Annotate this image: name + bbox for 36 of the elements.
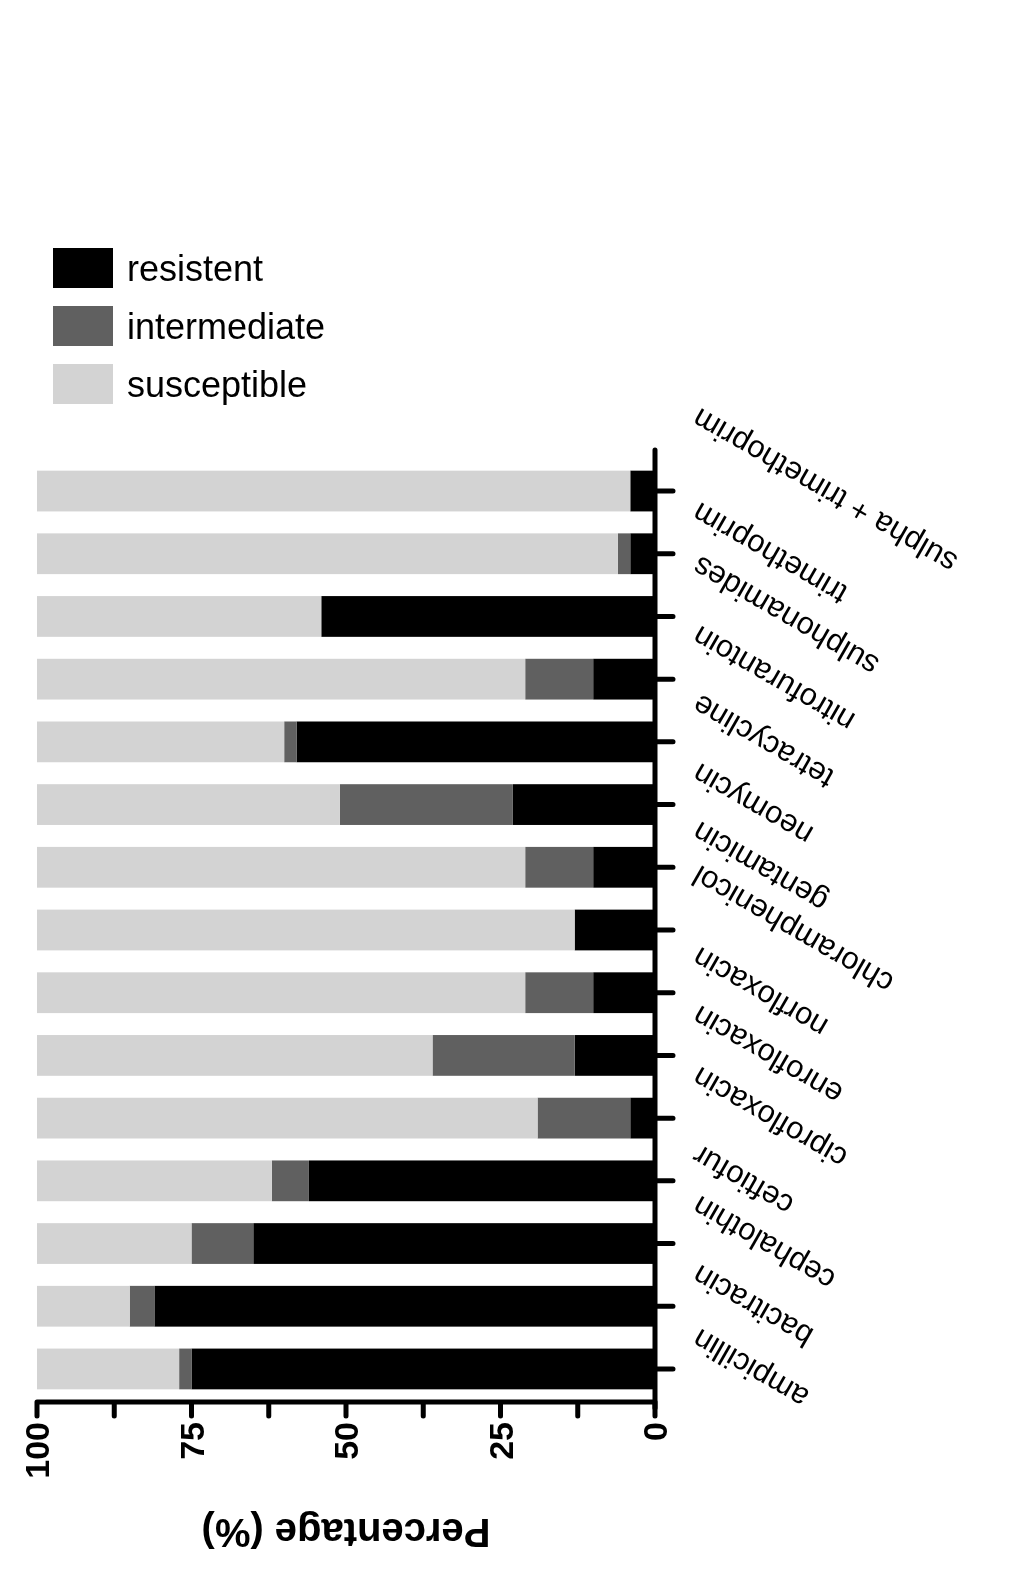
bar bbox=[129, 1285, 155, 1327]
x-tick-label: 100 bbox=[18, 1422, 56, 1479]
x-axis-title: Percentage (%) bbox=[201, 1511, 491, 1555]
bar bbox=[525, 972, 594, 1014]
bar bbox=[37, 470, 631, 512]
x-tick-label: 25 bbox=[481, 1422, 520, 1460]
bar bbox=[339, 784, 513, 825]
bar bbox=[37, 1223, 192, 1264]
legend-label: resistent bbox=[127, 247, 264, 289]
bar bbox=[37, 658, 526, 700]
bar bbox=[37, 972, 526, 1014]
bar bbox=[37, 1097, 538, 1139]
legend-label: susceptible bbox=[127, 363, 308, 405]
x-tick-label: 50 bbox=[327, 1422, 365, 1460]
bar bbox=[37, 533, 618, 575]
bar bbox=[617, 533, 631, 575]
bar bbox=[271, 1160, 309, 1202]
bar bbox=[37, 596, 322, 637]
bar bbox=[432, 1035, 575, 1076]
legend-label: intermediate bbox=[127, 305, 326, 347]
bar bbox=[284, 721, 297, 763]
bar bbox=[37, 721, 285, 763]
bar bbox=[37, 1348, 180, 1390]
x-tick-label: 75 bbox=[172, 1422, 211, 1460]
bar bbox=[37, 1160, 272, 1202]
bar bbox=[37, 1035, 433, 1076]
bar bbox=[37, 1285, 130, 1327]
bar bbox=[37, 784, 340, 825]
bar bbox=[191, 1223, 254, 1264]
bar bbox=[37, 846, 526, 888]
bar bbox=[37, 909, 575, 951]
bar bbox=[179, 1348, 192, 1390]
bar bbox=[525, 658, 594, 700]
bar bbox=[537, 1097, 631, 1139]
x-tick-label: 0 bbox=[636, 1422, 674, 1441]
bar bbox=[525, 846, 594, 888]
